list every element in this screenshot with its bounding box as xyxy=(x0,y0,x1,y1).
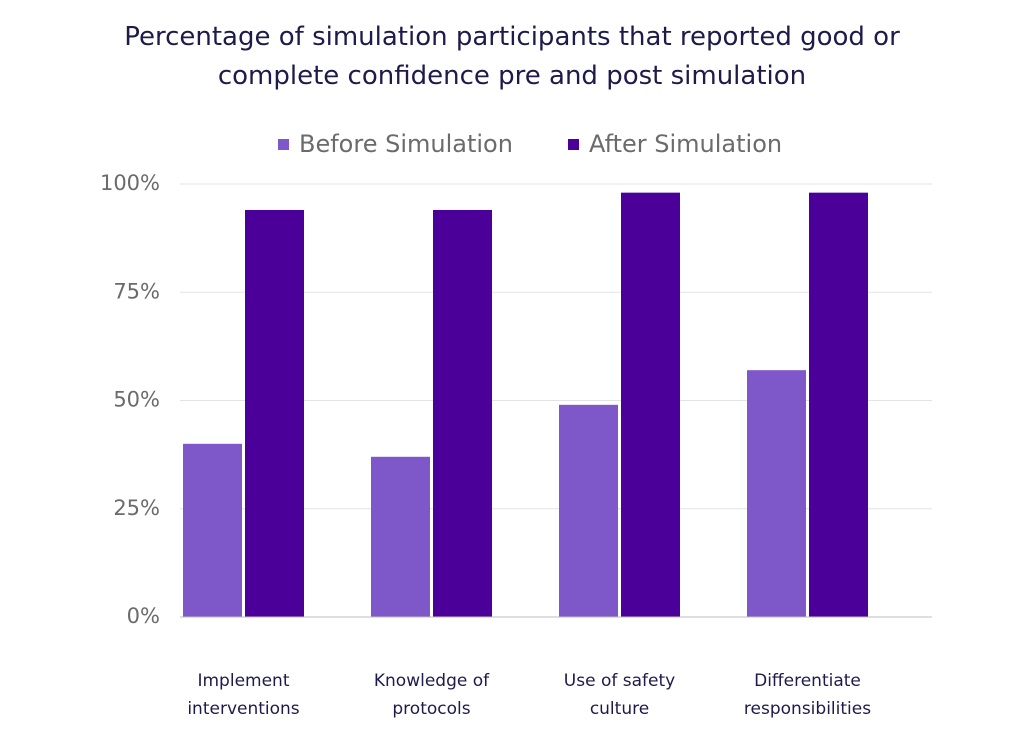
category-label: responsibilities xyxy=(744,699,871,719)
bar-before xyxy=(371,456,430,617)
y-tick-label: 100% xyxy=(100,171,160,195)
legend-label-before: Before Simulation xyxy=(299,130,513,158)
y-tick-label: 50% xyxy=(113,388,160,412)
bar-after xyxy=(433,209,492,618)
category-label: Implement xyxy=(197,671,289,691)
bar-before xyxy=(559,404,618,617)
bar-after xyxy=(621,192,680,617)
legend: Before Simulation After Simulation xyxy=(278,130,782,158)
category-labels: Implement interventions Knowledge of protoc… xyxy=(187,671,871,719)
bar-before xyxy=(183,443,242,617)
y-tick-label: 0% xyxy=(127,604,160,628)
chart-title: Percentage of simulation participants th… xyxy=(0,18,1024,96)
category-label: Knowledge of xyxy=(374,671,490,691)
category-label: interventions xyxy=(187,699,299,719)
chart-title-line-2: complete confidence pre and post simulat… xyxy=(217,61,807,91)
legend-label-after: After Simulation xyxy=(589,130,782,158)
category-label: protocols xyxy=(392,699,470,719)
bar-before xyxy=(747,370,806,617)
y-axis-ticks: 0% 25% 50% 75% 100% xyxy=(100,171,160,628)
category-label: Use of safety xyxy=(564,671,675,691)
bar-after xyxy=(245,209,304,618)
legend-swatch-before xyxy=(278,139,289,150)
gridlines xyxy=(180,183,932,510)
y-tick-label: 25% xyxy=(113,496,160,520)
bar-after xyxy=(809,192,868,617)
category-label: culture xyxy=(590,699,649,719)
legend-swatch-after xyxy=(568,139,579,150)
chart-title-line-1: Percentage of simulation participants th… xyxy=(124,22,900,52)
y-tick-label: 75% xyxy=(113,279,160,303)
category-label: Differentiate xyxy=(754,671,861,691)
bars xyxy=(183,192,868,618)
